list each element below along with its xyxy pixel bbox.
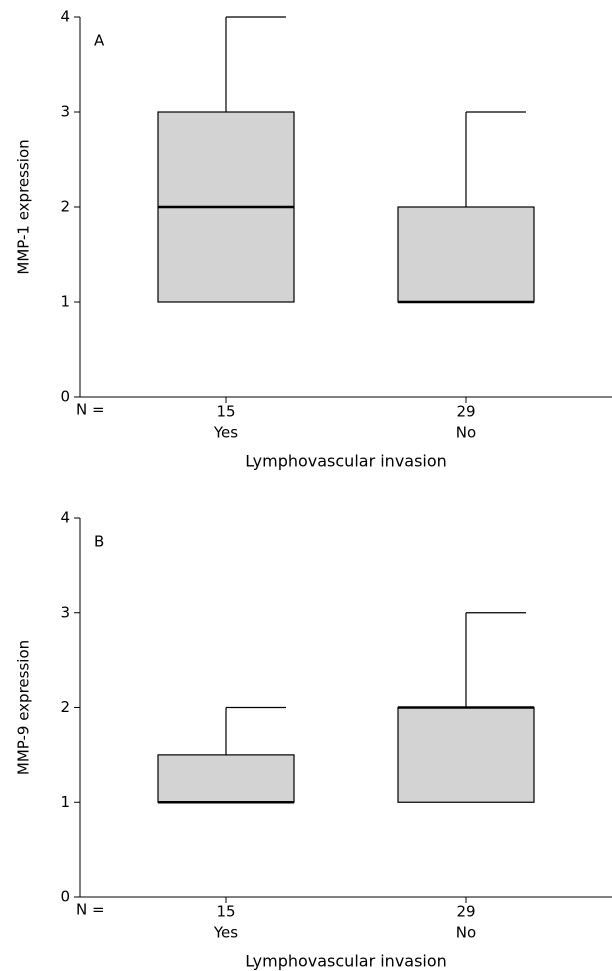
- y-tick-label: 1: [60, 793, 70, 811]
- y-tick-label: 0: [60, 888, 70, 906]
- x-tick-label: Yes: [213, 424, 238, 442]
- y-tick-label: 1: [60, 293, 70, 311]
- y-tick-label: 3: [60, 103, 70, 121]
- count-label: 29: [456, 903, 475, 921]
- panel-label: B: [94, 533, 104, 551]
- panel-label: A: [94, 32, 105, 50]
- x-axis-label: Lymphovascular invasion: [245, 452, 447, 471]
- y-tick-label: 2: [60, 198, 70, 216]
- count-label: 15: [216, 903, 235, 921]
- box: [157, 754, 295, 803]
- count-label: 15: [216, 403, 235, 421]
- box: [397, 206, 535, 303]
- y-axis-label: MMP-1 expression: [15, 139, 33, 274]
- box: [397, 706, 535, 803]
- y-tick-label: 4: [60, 8, 70, 26]
- n-label: N =: [76, 901, 105, 919]
- y-tick-label: 2: [60, 698, 70, 716]
- y-tick-label: 4: [60, 509, 70, 527]
- x-axis-label: Lymphovascular invasion: [245, 952, 447, 971]
- x-tick-label: No: [456, 424, 476, 442]
- x-tick-label: No: [456, 924, 476, 942]
- y-axis-label: MMP-9 expression: [15, 640, 33, 775]
- x-tick-label: Yes: [213, 924, 238, 942]
- count-label: 29: [456, 403, 475, 421]
- n-label: N =: [76, 401, 105, 419]
- y-tick-label: 0: [60, 388, 70, 406]
- y-tick-label: 3: [60, 603, 70, 621]
